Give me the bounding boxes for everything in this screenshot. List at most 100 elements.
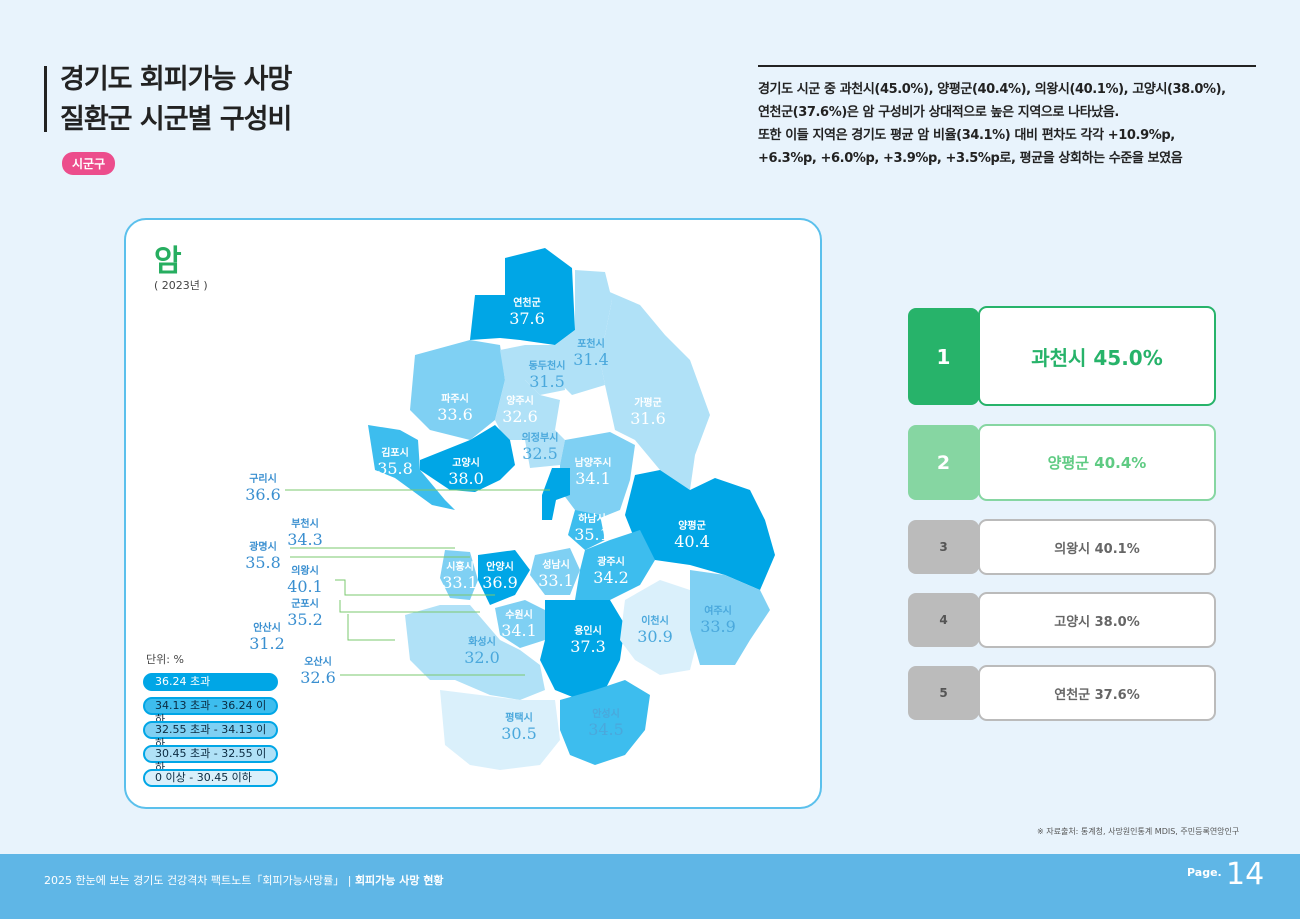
region-shape-yeoju [690, 570, 770, 665]
region-name-label: 동두천시 [529, 359, 566, 372]
region-shape-goyang [420, 425, 515, 492]
title-line-1: 경기도 회피가능 사망 [60, 64, 292, 95]
callout-name-label: 부천시 [291, 517, 319, 530]
title-accent-bar [44, 66, 47, 132]
region-name-label: 여주시 [704, 604, 732, 617]
region-name-label: 화성시 [468, 635, 496, 648]
region-shape-seongnam [530, 548, 580, 595]
region-shape-pocheon [555, 270, 612, 395]
region-shape-gapyeong [600, 290, 710, 490]
callout-value-label: 40.1 [287, 577, 323, 596]
region-value-label: 31.6 [630, 409, 666, 428]
region-name-label: 가평군 [634, 396, 662, 409]
callout-name-label: 의왕시 [291, 564, 319, 577]
region-value-label: 33.1 [442, 573, 478, 592]
footer-doc-title: 2025 한눈에 보는 경기도 건강격차 팩트노트「회피가능사망률」 | [44, 874, 355, 887]
callout-value-label: 31.2 [249, 634, 285, 653]
region-shape-pyeongtaek [440, 690, 560, 770]
region-name-label: 광주시 [597, 556, 625, 568]
region-value-label: 30.5 [501, 724, 537, 743]
callout-name-label: 광명시 [249, 540, 277, 553]
leader-line-ansan [347, 614, 395, 641]
callout-value-label: 34.3 [287, 530, 323, 549]
region-value-label: 30.9 [637, 627, 673, 646]
region-value-label: 32.6 [502, 407, 538, 426]
source-note: ※ 자료출처: 통계청, 사망원인통계 MDIS, 주민등록연앙인구 [1037, 827, 1240, 836]
legend-item-1: 36.24 초과 [143, 673, 278, 691]
region-name-label: 연천군 [513, 296, 541, 309]
leader-line-uiwang [335, 579, 495, 596]
region-shape-uijeongbu [525, 430, 565, 468]
region-value-label: 33.9 [700, 617, 736, 636]
panel-title: 암 [154, 244, 182, 279]
callout-value-label: 35.2 [287, 610, 323, 629]
region-value-label: 33.1 [538, 571, 574, 590]
region-value-label: 33.6 [437, 405, 473, 424]
callout-name-label: 안산시 [253, 621, 281, 634]
region-value-label: 40.4 [674, 532, 710, 551]
rank-label-2: 양평군 40.4% [978, 424, 1216, 501]
region-shape-dongducheon [525, 345, 565, 395]
region-name-label: 수원시 [505, 608, 533, 621]
rank-number-3: 3 [908, 520, 979, 574]
region-shape-icheon [620, 580, 700, 675]
region-name-label: 성남시 [542, 558, 570, 571]
legend-item-3: 32.55 초과 - 34.13 이하 [143, 721, 278, 750]
region-value-label: 32.5 [522, 444, 558, 463]
region-value-label: 31.5 [529, 372, 565, 391]
region-name-label: 고양시 [452, 457, 480, 469]
region-value-label: 31.4 [573, 350, 609, 369]
region-value-label: 34.1 [575, 469, 611, 488]
panel-year: ( 2023년 ) [154, 279, 208, 292]
callout-name-label: 구리시 [249, 472, 277, 485]
category-tag: 시군구 [62, 152, 116, 175]
description-line-4: +6.3%p, +6.0%p, +3.9%p, +3.5%p로, 평균을 상회하… [758, 151, 1183, 166]
region-name-label: 용인시 [574, 624, 602, 637]
region-name-label: 안성시 [592, 707, 620, 720]
page-number: 14 [1226, 857, 1265, 892]
rank-number-2: 2 [908, 425, 979, 500]
callout-value-label: 32.6 [300, 668, 336, 687]
region-value-label: 36.9 [482, 573, 518, 592]
region-name-label: 이천시 [641, 614, 669, 627]
region-name-label: 파주시 [441, 392, 469, 405]
description: 경기도 시군 중 과천시(45.0%), 양평군(40.4%), 의왕시(40.… [758, 78, 1263, 170]
region-value-label: 34.2 [593, 568, 629, 587]
region-shape-yongin [540, 600, 625, 700]
region-shape-namyangju [560, 432, 635, 520]
region-shape-suwon [495, 600, 545, 648]
region-shape-yeoncheon [470, 248, 575, 345]
leader-line-gunpo [339, 600, 480, 613]
region-shape-yangpyeong [625, 470, 775, 590]
region-name-label: 양평군 [678, 519, 706, 532]
region-name-label: 안양시 [486, 560, 514, 573]
rank-label-1: 과천시 45.0% [978, 306, 1216, 406]
rank-label-3: 의왕시 40.1% [978, 519, 1216, 575]
region-name-label: 과천시 [508, 508, 536, 521]
region-shape-gimpo [368, 425, 455, 510]
region-name-label: 포천시 [577, 337, 605, 350]
page-title: 경기도 회피가능 사망 질환군 시군별 구성비 [60, 60, 292, 140]
region-value-label: 35.8 [377, 459, 413, 478]
region-name-label: 의정부시 [522, 431, 559, 444]
region-shape-paju [410, 340, 505, 440]
description-line-2: 연천군(37.6%)은 암 구성비가 상대적으로 높은 지역으로 나타났음. [758, 105, 1119, 120]
region-name-label: 시흥시 [446, 560, 474, 573]
region-name-label: 양주시 [506, 395, 534, 407]
callout-value-label: 35.8 [245, 553, 281, 572]
region-shape-gwacheon [542, 468, 570, 520]
callout-value-label: 36.6 [245, 485, 281, 504]
callout-name-label: 군포시 [291, 598, 319, 610]
legend-item-4: 30.45 초과 - 32.55 이하 [143, 745, 278, 774]
region-name-label: 평택시 [505, 711, 533, 724]
unit-label: 단위: % [146, 653, 184, 666]
region-name-label: 하남시 [578, 512, 606, 525]
region-shape-gwangju [575, 530, 655, 600]
callout-name-label: 오산시 [304, 655, 332, 668]
page-label: Page. [1187, 866, 1222, 879]
description-divider [758, 65, 1256, 67]
region-value-label: 37.3 [570, 637, 606, 656]
region-value-label: 35.1 [574, 525, 610, 544]
region-shape-hwaseong [405, 605, 545, 700]
